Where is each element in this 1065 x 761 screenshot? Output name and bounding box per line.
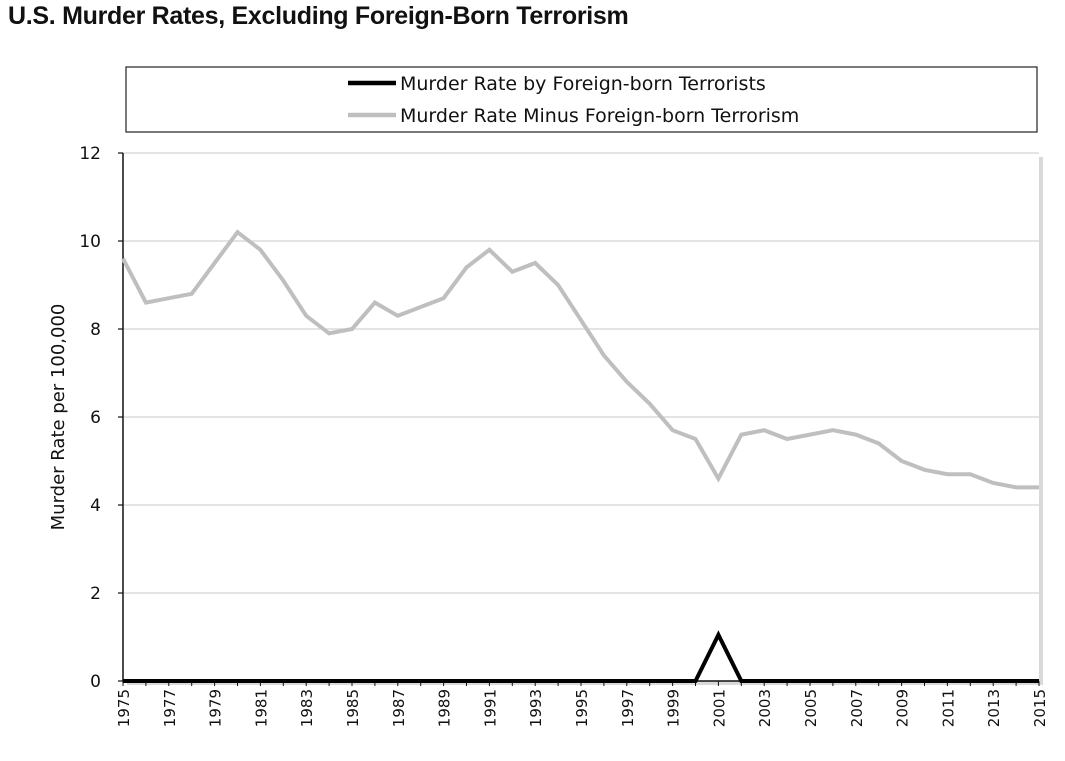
x-tick-label: 2001 — [710, 689, 728, 727]
x-tick-label: 1981 — [252, 689, 270, 727]
x-tick-label: 1991 — [481, 689, 499, 727]
x-tick-label: 1975 — [115, 689, 133, 727]
x-tick-label: 2003 — [756, 689, 774, 727]
x-tick-label: 2007 — [848, 689, 866, 727]
legend-label-minus-terrorism: Murder Rate Minus Foreign-born Terrorism — [400, 105, 799, 127]
y-tick-label: 6 — [90, 408, 101, 428]
x-tick-label: 2011 — [939, 689, 957, 727]
series-lines — [121, 229, 1040, 683]
x-tick-label: 1987 — [390, 689, 408, 727]
x-tick-label: 1997 — [619, 689, 637, 727]
x-tick-labels: 1975 1977 1979 1981 1983 1985 1987 1989 1991 1993… — [115, 681, 1049, 727]
legend-box — [125, 66, 1038, 133]
y-tick-labels: 0 2 4 6 8 10 12 — [79, 144, 123, 692]
x-tick-label: 1977 — [161, 689, 179, 727]
y-tick-label: 4 — [90, 496, 101, 516]
y-tick-label: 2 — [90, 584, 101, 604]
y-tick-label: 0 — [90, 672, 101, 692]
x-tick-label: 1999 — [665, 689, 683, 727]
x-tick-label: 1993 — [527, 689, 545, 727]
legend-label-terrorists: Murder Rate by Foreign-born Terrorists — [400, 73, 766, 95]
x-tick-label: 2009 — [894, 689, 912, 727]
x-tick-label: 1985 — [344, 689, 362, 727]
legend: Murder Rate by Foreign-born Terrorists M… — [125, 66, 1038, 133]
y-tick-label: 12 — [79, 144, 101, 164]
x-tick-label: 2013 — [985, 689, 1003, 727]
y-tick-label: 8 — [90, 320, 101, 340]
x-tick-label: 1995 — [573, 689, 591, 727]
x-tick-label: 1979 — [207, 689, 225, 727]
x-tick-label: 1989 — [436, 689, 454, 727]
x-tick-label: 2015 — [1031, 689, 1049, 727]
chart-title: U.S. Murder Rates, Excluding Foreign-Bor… — [8, 2, 629, 30]
y-tick-label: 10 — [79, 232, 101, 252]
x-tick-label: 1983 — [298, 689, 316, 727]
x-tick-label: 2005 — [802, 689, 820, 727]
y-axis-label: Murder Rate per 100,000 — [48, 304, 69, 531]
gridlines — [123, 152, 1039, 594]
